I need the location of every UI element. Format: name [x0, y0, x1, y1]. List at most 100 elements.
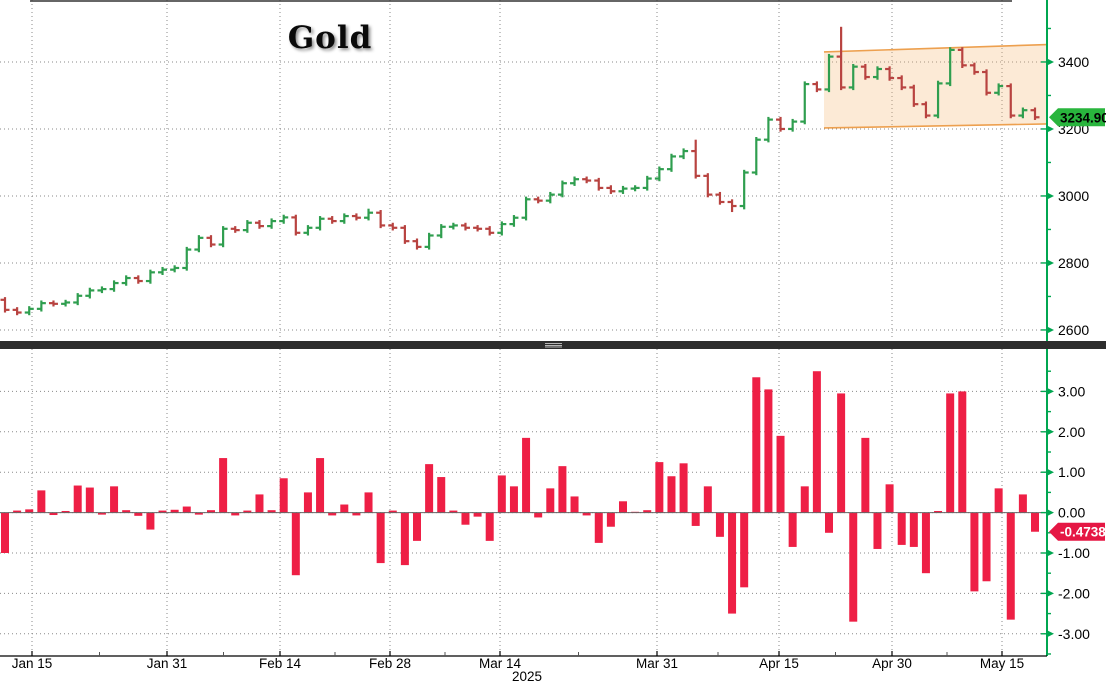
change-bar	[207, 510, 215, 513]
change-bar	[97, 512, 106, 515]
change-bar	[667, 476, 676, 513]
svg-text:Mar 31: Mar 31	[636, 656, 678, 671]
change-bar	[461, 512, 470, 525]
change-bar	[85, 487, 94, 513]
change-bar	[728, 512, 737, 614]
change-bar	[255, 494, 264, 513]
change-bar	[788, 512, 797, 547]
change-bar	[340, 504, 349, 513]
change-bar	[970, 512, 979, 592]
ohlc-bar	[582, 176, 592, 184]
change-bar	[897, 512, 906, 545]
ohlc-bar	[279, 214, 289, 224]
ohlc-bar	[982, 69, 992, 96]
change-bar	[921, 512, 930, 574]
ohlc-bar	[885, 66, 895, 81]
ohlc-bar	[533, 196, 543, 204]
ohlc-bar	[121, 275, 131, 286]
ohlc-bar	[630, 185, 640, 192]
x-axis: Jan 15 Jan 31 Feb 14 Feb 28 Mar 14 Mar 31 Apr …	[0, 651, 1047, 682]
change-bar	[243, 510, 252, 513]
ohlc-bar	[194, 235, 204, 253]
ohlc-bar	[1018, 107, 1028, 119]
ohlc-bar	[763, 116, 773, 143]
change-bar	[110, 486, 119, 513]
change-bar	[643, 510, 652, 513]
change-bar	[279, 478, 288, 513]
ohlc-bar	[509, 215, 519, 227]
right-price-axis: 340032003000280026003.002.001.000.00-1.0…	[1041, 0, 1090, 656]
change-bar	[776, 435, 785, 513]
change-bar	[316, 458, 325, 513]
year-label: 2025	[512, 669, 542, 682]
ohlc-bar	[921, 101, 931, 119]
svg-text:1.00: 1.00	[1058, 464, 1085, 480]
change-bar	[582, 512, 591, 516]
change-bar	[25, 509, 34, 513]
svg-text:0.00: 0.00	[1058, 505, 1085, 521]
change-bar	[764, 389, 773, 513]
ohlc-bar	[654, 166, 664, 182]
change-bar	[1006, 512, 1015, 620]
change-bar	[606, 512, 615, 527]
svg-text:Feb 14: Feb 14	[259, 656, 302, 671]
ohlc-bar	[570, 176, 580, 186]
change-bar	[61, 510, 70, 513]
ohlc-bar	[291, 214, 301, 236]
ohlc-bar	[242, 220, 252, 233]
svg-text:Jan 31: Jan 31	[147, 656, 188, 671]
change-bar	[219, 458, 228, 513]
svg-text:Feb 28: Feb 28	[369, 656, 411, 671]
ohlc-bar	[61, 299, 71, 307]
svg-text:Jan 15: Jan 15	[12, 656, 53, 671]
change-bar	[958, 391, 967, 513]
ohlc-bar	[1030, 107, 1040, 120]
ohlc-bar	[666, 153, 676, 172]
change-bar	[715, 512, 724, 537]
change-bar	[934, 510, 943, 513]
change-bar	[594, 512, 603, 543]
ohlc-bar	[315, 216, 325, 231]
change-bar	[909, 512, 918, 547]
change-bar	[134, 512, 143, 516]
change-bar	[473, 512, 482, 517]
change-bar	[740, 512, 749, 588]
ohlc-bar	[485, 226, 495, 236]
ohlc-bar	[254, 220, 264, 229]
ohlc-bar	[679, 148, 689, 160]
change-bar	[752, 377, 761, 513]
change-bar	[182, 506, 191, 513]
ohlc-bar	[364, 208, 374, 221]
ohlc-bar	[812, 81, 822, 93]
svg-text:May 15: May 15	[980, 656, 1024, 671]
ohlc-bar	[473, 225, 483, 232]
ohlc-bar	[170, 265, 180, 273]
ohlc-bar	[0, 297, 10, 313]
ohlc-bar	[339, 213, 349, 224]
change-bar	[364, 492, 373, 513]
ohlc-bar	[945, 47, 955, 87]
splitter-handle[interactable]	[545, 343, 562, 348]
change-bar	[873, 512, 882, 549]
change-bar	[194, 512, 203, 515]
ohlc-bar	[545, 191, 555, 204]
change-bar	[1018, 494, 1027, 513]
ohlc-bar	[73, 293, 83, 306]
change-bar	[449, 510, 458, 513]
ohlc-bar	[521, 196, 531, 221]
ohlc-bar	[388, 222, 398, 231]
change-bar	[849, 512, 858, 622]
change-bar	[146, 512, 155, 530]
change-bar	[558, 466, 567, 513]
change-bar	[267, 510, 276, 513]
svg-text:Mar 14: Mar 14	[479, 656, 522, 671]
ohlc-bar	[957, 47, 967, 68]
ohlc-bar	[800, 81, 810, 125]
change-bar	[437, 477, 446, 513]
ohlc-bar	[424, 232, 434, 250]
trend-channel-annotation[interactable]	[823, 43, 1048, 129]
ohlc-bar	[327, 216, 337, 224]
change-bar	[49, 512, 58, 516]
ohlc-bar	[848, 63, 858, 91]
